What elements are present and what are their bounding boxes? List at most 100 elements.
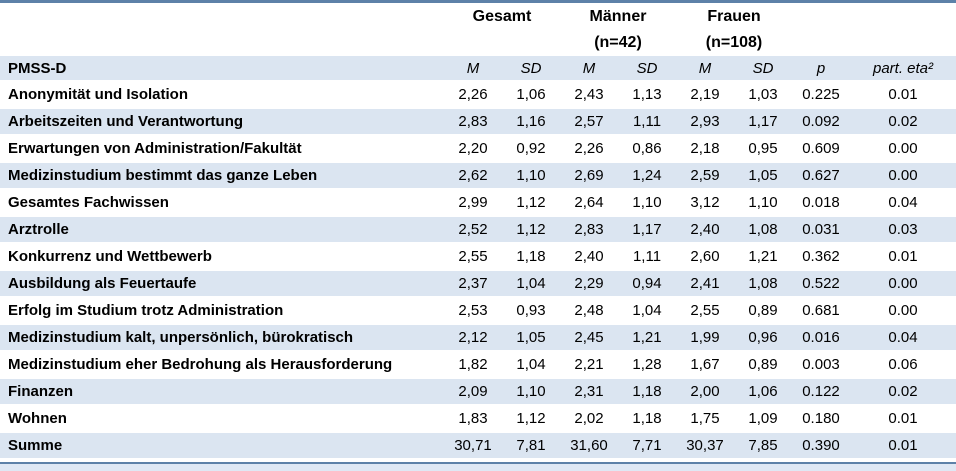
col-header-m-maenner: M [582,59,596,77]
cell-value: 1,17 [632,221,662,238]
bottom-gap [0,460,956,462]
cell-value: 0,89 [748,302,778,319]
cell-value: 1,28 [632,356,662,373]
table-row: Arztrolle 2,52 1,12 2,83 1,17 2,40 1,08 0.031 0.… [0,217,956,244]
table-row: Gesamtes Fachwissen 2,99 1,12 2,64 1,10 3,12 1… [0,190,956,217]
cell-value: 2,55 [690,302,720,319]
cell-value: 2,83 [574,221,604,238]
group-n-frauen: (n=108) [705,34,763,51]
cell-value: 0.01 [888,437,918,454]
cell-value: 0.016 [802,329,840,346]
cell-value: 2,60 [690,248,720,265]
bottom-rule [0,462,956,464]
row-label: Medizinstudium bestimmt das ganze Leben [8,167,318,184]
row-label: Finanzen [8,383,74,400]
scale-label: PMSS-D [8,59,67,77]
table-row: Medizinstudium eher Bedrohung als Heraus… [0,352,956,379]
cell-value: 1,18 [632,410,662,427]
cell-value: 0,89 [748,356,778,373]
cell-value: 2,02 [574,410,604,427]
cell-value: 0.00 [888,140,918,157]
table-row: Arbeitszeiten und Verantwortung 2,83 1,16 2… [0,109,956,136]
cell-value: 2,40 [690,221,720,238]
cell-value: 1,10 [748,194,778,211]
row-label: Summe [8,437,63,454]
cell-value: 0.02 [888,113,918,130]
cell-value: 2,12 [458,329,488,346]
row-label: Gesamtes Fachwissen [8,194,169,211]
cell-value: 0,86 [632,140,662,157]
cell-value: 7,85 [748,437,778,454]
cell-value: 2,43 [574,86,604,103]
row-label: Ausbildung als Feuertaufe [8,275,197,292]
table-row: Finanzen 2,09 1,10 2,31 1,18 2,00 1,06 0.122 0.0… [0,379,956,406]
cell-value: 0,93 [516,302,546,319]
cell-value: 0.01 [888,86,918,103]
cell-value: 0,92 [516,140,546,157]
cell-value: 0.362 [802,248,840,265]
cell-value: 2,21 [574,356,604,373]
cell-value: 7,81 [516,437,546,454]
cell-value: 0.003 [802,356,840,373]
table-row: Ausbildung als Feuertaufe 2,37 1,04 2,29 0,9… [0,271,956,298]
col-header-sd-frauen: SD [752,59,774,77]
cell-value: 0.092 [802,113,840,130]
cell-value: 0.390 [802,437,840,454]
cell-value: 1,09 [748,410,778,427]
table-row: Medizinstudium kalt, unpersönlich, bürok… [0,325,956,352]
cell-value: 1,06 [748,383,778,400]
bottom-strip [0,464,956,471]
cell-value: 1,16 [516,113,546,130]
cell-value: 1,21 [748,248,778,265]
cell-value: 0.06 [888,356,918,373]
cell-value: 0.03 [888,221,918,238]
group-header-row: Gesamt Männer Frauen [0,3,956,30]
table-row: Erfolg im Studium trotz Administration 2,… [0,298,956,325]
cell-value: 0.01 [888,248,918,265]
row-label: Konkurrenz und Wettbewerb [8,248,212,265]
cell-value: 2,29 [574,275,604,292]
group-n-row: (n=42) (n=108) [0,30,956,56]
cell-value: 3,12 [690,194,720,211]
cell-value: 0.609 [802,140,840,157]
cell-value: 2,53 [458,302,488,319]
table-row: Wohnen 1,83 1,12 2,02 1,18 1,75 1,09 0.180 0.01 [0,406,956,433]
cell-value: 2,83 [458,113,488,130]
cell-value: 1,13 [632,86,662,103]
cell-value: 2,00 [690,383,720,400]
table-row: Summe 30,71 7,81 31,60 7,71 30,37 7,85 0.390 0.0… [0,433,956,460]
cell-value: 1,12 [516,221,546,238]
cell-value: 1,83 [458,410,488,427]
col-header-sd-gesamt: SD [520,59,542,77]
table-row: Anonymität und Isolation 2,26 1,06 2,43 1,13… [0,82,956,109]
cell-value: 1,10 [516,383,546,400]
cell-value: 1,12 [516,410,546,427]
group-header-maenner: Männer [589,7,647,25]
cell-value: 1,11 [632,113,662,130]
cell-value: 0.681 [802,302,840,319]
col-header-sd-maenner: SD [636,59,658,77]
cell-value: 1,12 [516,194,546,211]
cell-value: 2,19 [690,86,720,103]
cell-value: 2,26 [574,140,604,157]
col-header-part-eta: part. eta² [872,59,934,77]
cell-value: 1,99 [690,329,720,346]
cell-value: 0.02 [888,383,918,400]
cell-value: 1,10 [632,194,662,211]
cell-value: 1,67 [690,356,720,373]
row-label: Anonymität und Isolation [8,86,188,103]
row-label: Erwartungen von Administration/Fakultät [8,140,302,157]
cell-value: 2,93 [690,113,720,130]
row-label: Wohnen [8,410,67,427]
cell-value: 1,08 [748,275,778,292]
cell-value: 1,04 [632,302,662,319]
cell-value: 0.00 [888,302,918,319]
cell-value: 2,62 [458,167,488,184]
cell-value: 2,41 [690,275,720,292]
col-header-m-gesamt: M [466,59,480,77]
cell-value: 0.522 [802,275,840,292]
cell-value: 1,11 [632,248,662,265]
cell-value: 2,40 [574,248,604,265]
cell-value: 0.627 [802,167,840,184]
group-header-gesamt: Gesamt [472,7,532,25]
